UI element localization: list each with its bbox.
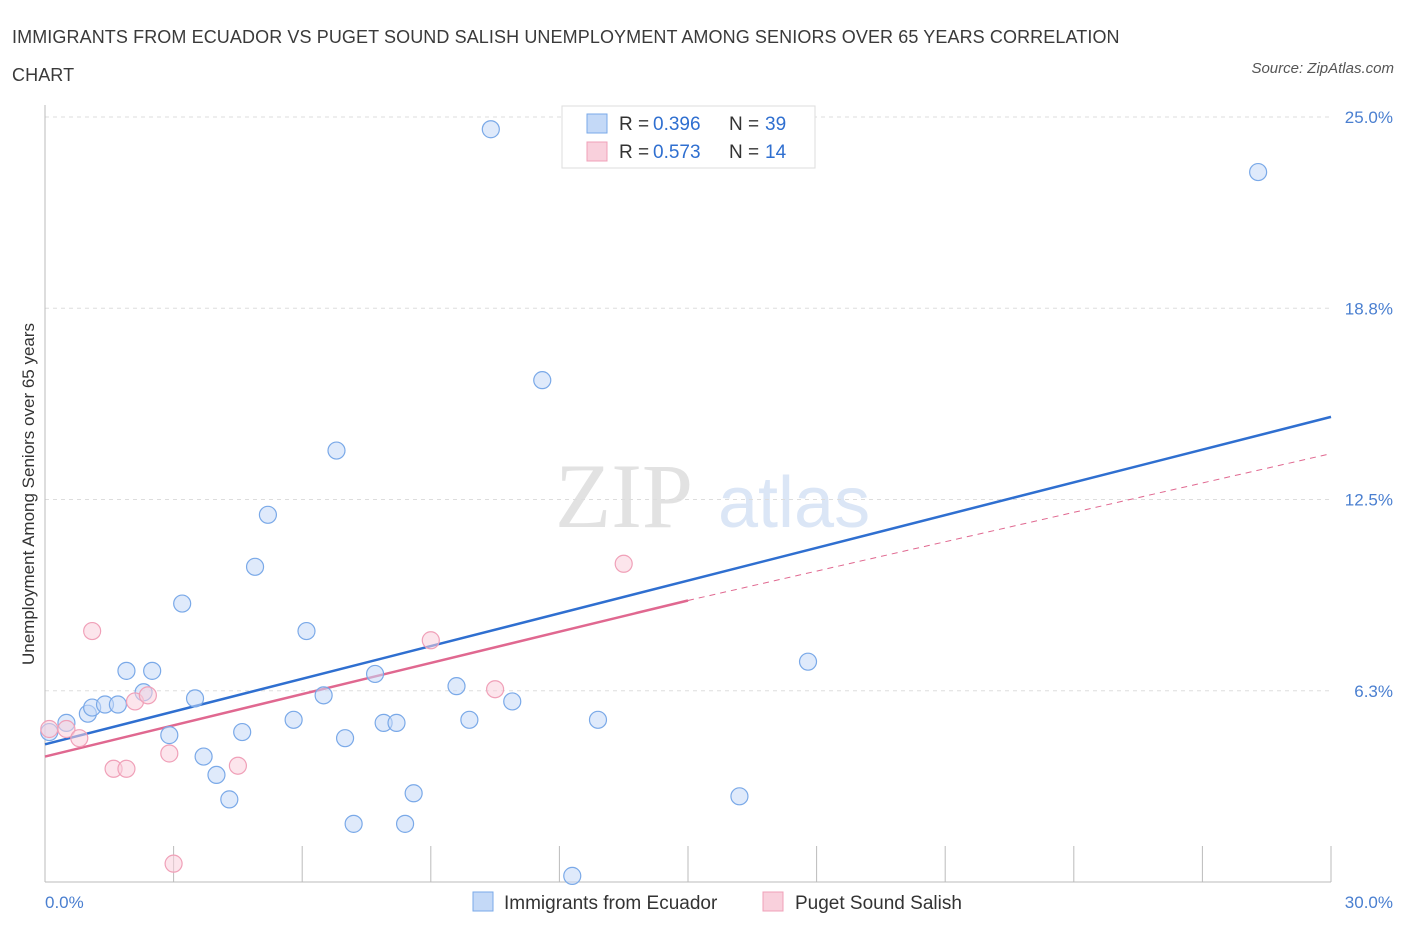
y-tick-label: 25.0%: [1345, 108, 1393, 127]
x-tick-label: 30.0%: [1345, 893, 1393, 912]
x-tick-label: 0.0%: [45, 893, 84, 912]
stats-r-label-2: R =: [619, 142, 649, 163]
point-ecuador: [404, 784, 423, 803]
point-salish: [160, 744, 179, 763]
legend-swatch-ecuador: [472, 891, 494, 912]
point-ecuador: [533, 371, 552, 390]
stats-n-label-1: N =: [729, 114, 759, 135]
point-ecuador: [220, 790, 239, 809]
legend-swatch-salish: [762, 891, 784, 912]
point-ecuador: [365, 664, 385, 684]
stats-legend-swatch-blue: [586, 113, 608, 134]
point-ecuador: [503, 692, 522, 711]
point-salish: [486, 680, 505, 699]
point-ecuador: [314, 686, 333, 705]
point-ecuador: [160, 726, 179, 745]
stats-legend: R = 0.396 N = 39 R = 0.573 N = 14: [561, 105, 816, 169]
axes: [44, 105, 1332, 883]
point-salish: [70, 729, 89, 748]
y-tick-label: 6.3%: [1354, 682, 1393, 701]
stats-n-value-1: 39: [765, 114, 786, 135]
point-salish: [117, 759, 136, 778]
point-salish: [421, 631, 440, 650]
point-salish: [228, 756, 247, 775]
trend-line-ecuador: [44, 415, 1332, 746]
stats-legend-swatch-pink: [586, 141, 608, 162]
point-ecuador: [297, 621, 316, 641]
grid-lines: [45, 116, 1331, 692]
point-ecuador: [563, 866, 582, 885]
series-legend: Immigrants from Ecuador Puget Sound Sali…: [472, 891, 962, 914]
stats-n-value-2: 14: [765, 142, 787, 163]
point-ecuador: [185, 689, 205, 708]
point-ecuador: [395, 814, 415, 833]
watermark-atlas: atlas: [718, 463, 870, 543]
y-tick-label: 18.8%: [1345, 299, 1393, 318]
point-ecuador: [194, 747, 213, 766]
chart-title: IMMIGRANTS FROM ECUADOR VS PUGET SOUND S…: [12, 27, 1120, 85]
stats-n-label-2: N =: [729, 142, 759, 163]
point-ecuador: [460, 710, 479, 729]
point-ecuador: [284, 710, 303, 729]
legend-label-salish: Puget Sound Salish: [795, 893, 962, 914]
point-ecuador: [335, 729, 355, 748]
point-ecuador: [447, 677, 466, 696]
stats-r-label-1: R =: [619, 114, 649, 135]
watermark-zip: ZIP: [555, 445, 693, 547]
stats-r-value-2: 0.573: [653, 142, 701, 163]
point-ecuador: [173, 594, 192, 613]
data-points: [40, 120, 1268, 885]
point-ecuador: [143, 661, 162, 680]
point-ecuador: [117, 661, 136, 680]
point-salish: [138, 686, 157, 705]
tick-labels: 6.3% 12.5% 18.8% 25.0% 0.0% 30.0%: [45, 108, 1393, 912]
point-ecuador: [481, 120, 500, 139]
point-ecuador: [387, 713, 406, 732]
point-ecuador: [207, 765, 226, 785]
point-salish: [40, 719, 59, 739]
point-salish: [164, 854, 183, 873]
point-ecuador: [245, 557, 265, 576]
point-ecuador: [730, 787, 749, 806]
point-salish: [83, 621, 102, 641]
point-ecuador: [344, 814, 363, 833]
y-axis-title: Unemployment Among Seniors over 65 years: [19, 323, 38, 665]
trend-lines: [44, 415, 1332, 758]
source-label: Source: ZipAtlas.com: [1251, 60, 1394, 77]
point-salish: [57, 719, 76, 739]
point-salish: [614, 554, 633, 573]
point-ecuador: [588, 710, 608, 729]
point-ecuador: [798, 652, 818, 671]
trend-line-salish: [44, 599, 689, 758]
point-ecuador: [258, 505, 278, 524]
point-ecuador: [108, 695, 127, 714]
point-ecuador: [1249, 162, 1268, 182]
y-tick-label: 12.5%: [1345, 491, 1393, 510]
stats-r-value-1: 0.396: [653, 114, 701, 135]
point-ecuador: [327, 441, 346, 460]
legend-label-ecuador: Immigrants from Ecuador: [504, 893, 718, 914]
point-ecuador: [233, 722, 252, 742]
